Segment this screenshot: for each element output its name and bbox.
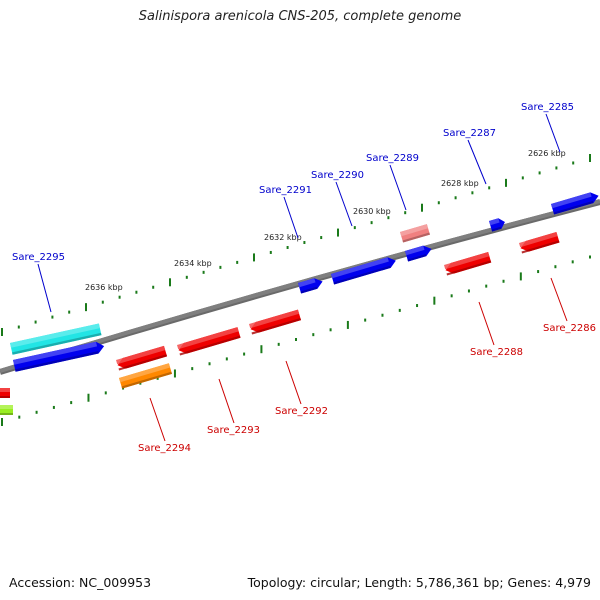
gene-edge-red: [0, 388, 10, 398]
label-sare-2294: Sare_2294: [138, 397, 191, 454]
svg-text:Sare_2287: Sare_2287: [443, 128, 496, 139]
tick-label: 2632 kbp: [264, 233, 302, 242]
map-title: Salinispora arenicola CNS-205, complete …: [138, 9, 462, 24]
svg-text:Sare_2288: Sare_2288: [470, 347, 523, 358]
svg-text:Sare_2286: Sare_2286: [543, 323, 596, 334]
svg-text:Sare_2290: Sare_2290: [311, 170, 364, 181]
gene-sare-2290: [331, 257, 396, 285]
svg-text:Sare_2289: Sare_2289: [366, 153, 419, 164]
gene-sare-2291: [298, 278, 323, 294]
label-sare-2288: Sare_2288: [470, 301, 523, 358]
gene-edge-green: [0, 405, 13, 415]
gene-sare-2295b: [13, 341, 105, 372]
tick-label: 2628 kbp: [441, 179, 479, 188]
inner-tick-row: [1, 255, 591, 426]
tick-label: 2636 kbp: [85, 283, 123, 292]
gene-sare-2295: [10, 323, 102, 355]
label-sare-2295: Sare_2295: [12, 252, 65, 313]
svg-text:Sare_2292: Sare_2292: [275, 406, 328, 417]
label-sare-2289: Sare_2289: [366, 153, 419, 211]
gene-sare-2285: [551, 192, 599, 215]
label-sare-2293: Sare_2293: [207, 378, 260, 436]
gene-sare-2286: [519, 231, 560, 254]
tick-label: 2626 kbp: [528, 149, 566, 158]
label-sare-2292: Sare_2292: [275, 360, 328, 417]
svg-text:Sare_2293: Sare_2293: [207, 425, 260, 436]
gene-sare-2293: [177, 327, 241, 356]
svg-text:Sare_2295: Sare_2295: [12, 252, 65, 263]
label-sare-2290: Sare_2290: [311, 170, 364, 227]
tick-label: 2634 kbp: [174, 259, 212, 268]
label-sare-2285: Sare_2285: [521, 102, 574, 153]
label-sare-2286: Sare_2286: [543, 277, 596, 334]
svg-text:Sare_2285: Sare_2285: [521, 102, 574, 113]
gene-sare-2294b: [119, 363, 172, 389]
label-sare-2291: Sare_2291: [259, 185, 312, 239]
gene-sare-2289b: [405, 245, 432, 262]
accession-text: Accession: NC_009953: [9, 575, 152, 590]
genome-summary-text: Topology: circular; Length: 5,786,361 bp…: [247, 575, 591, 590]
svg-text:Sare_2294: Sare_2294: [138, 443, 191, 454]
gene-sare-2292: [249, 309, 302, 335]
svg-text:Sare_2291: Sare_2291: [259, 185, 312, 196]
label-sare-2287: Sare_2287: [443, 128, 496, 185]
outer-tick-row: [1, 154, 591, 336]
gene-sare-2288: [444, 251, 492, 276]
gene-sare-2289: [400, 224, 430, 243]
gene-sare-2287: [489, 218, 505, 232]
gene-layer: [0, 192, 599, 415]
tick-rows: 2626 kbp 2628 kbp 2630 kbp 2632 kbp 2634 kbp…: [1, 149, 591, 426]
tick-label: 2630 kbp: [353, 207, 391, 216]
gene-sare-2294: [116, 345, 168, 371]
